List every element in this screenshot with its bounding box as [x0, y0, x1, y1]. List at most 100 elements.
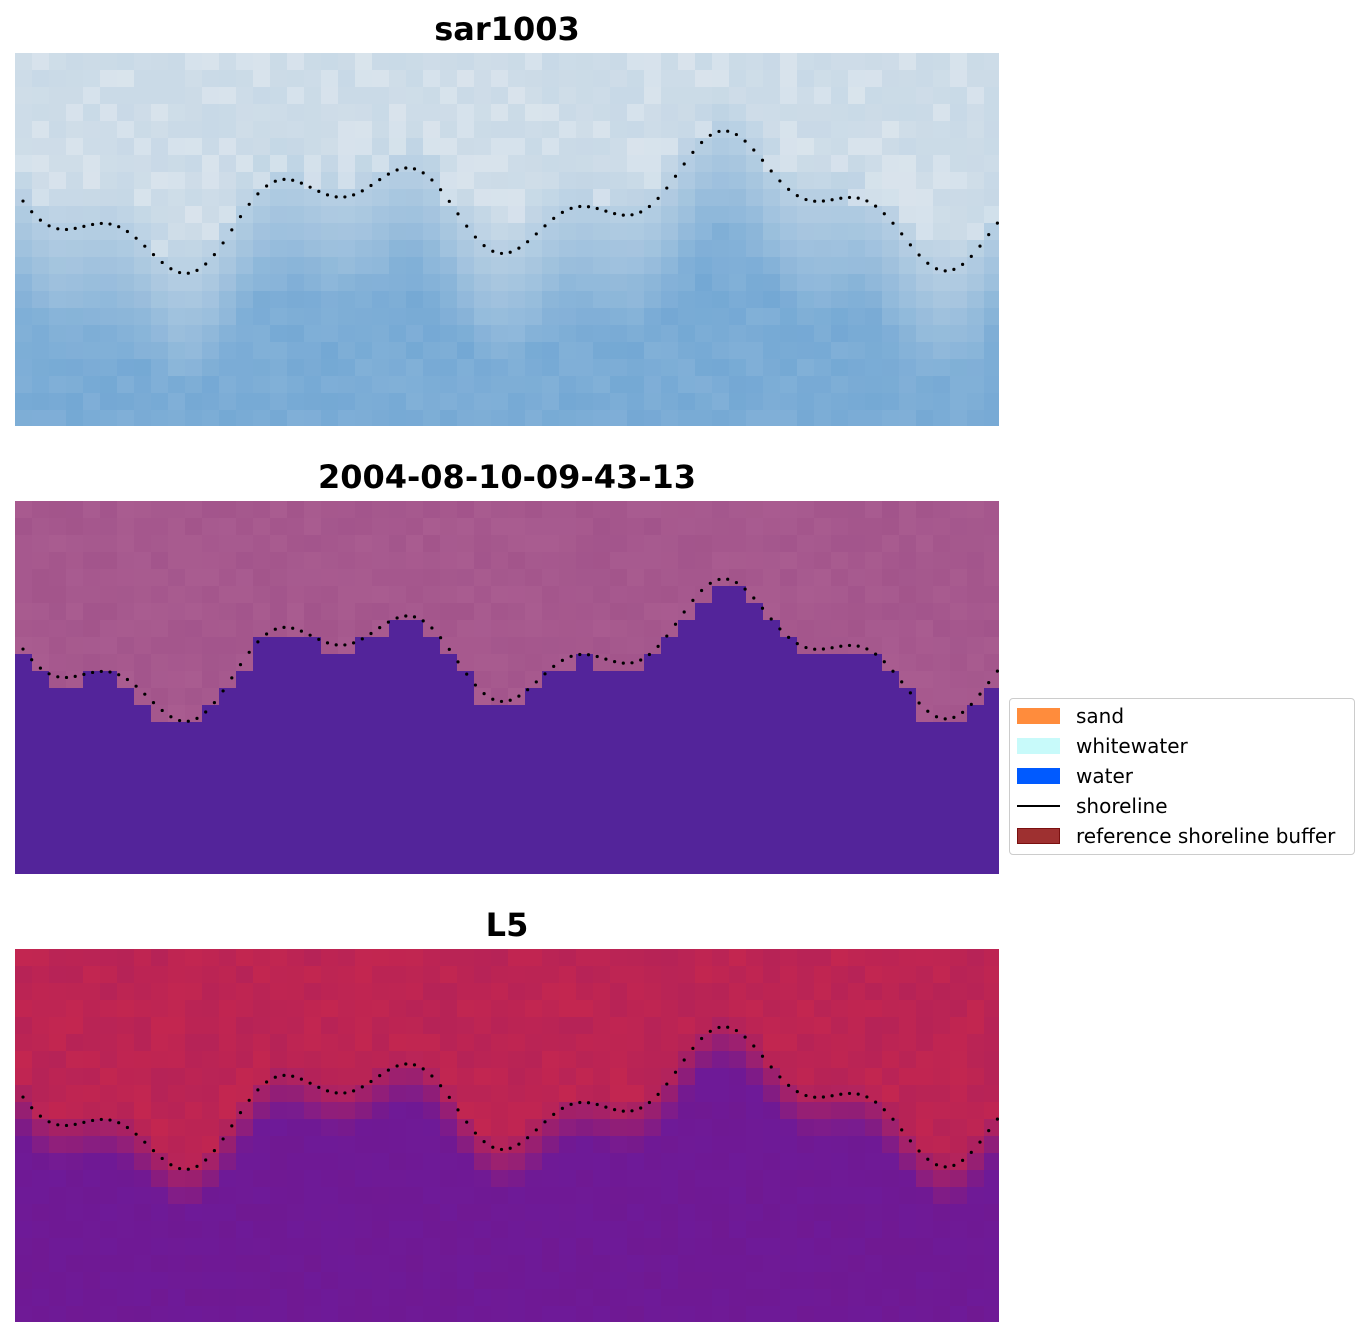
pixel-cell	[474, 807, 492, 825]
pixel-cell	[848, 138, 866, 156]
pixel-cell	[882, 1017, 900, 1035]
pixel-cell	[83, 552, 101, 570]
shoreline-point	[430, 1074, 434, 1078]
pixel-cell	[984, 393, 999, 411]
pixel-cell	[848, 104, 866, 122]
pixel-cell	[899, 240, 917, 258]
shoreline-point	[343, 195, 347, 199]
pixel-cell	[134, 1034, 152, 1052]
pixel-cell	[117, 756, 135, 774]
pixel-cell	[780, 342, 798, 360]
pixel-cell	[610, 1136, 628, 1154]
pixel-cell	[406, 1136, 424, 1154]
pixel-cell	[933, 739, 951, 757]
pixel-cell	[576, 586, 594, 604]
pixel-cell	[321, 376, 339, 394]
pixel-cell	[559, 501, 577, 519]
pixel-cell	[338, 569, 356, 587]
pixel-cell	[49, 1272, 67, 1290]
pixel-cell	[559, 1136, 577, 1154]
pixel-cell	[831, 1017, 849, 1035]
shoreline-point	[291, 1074, 295, 1078]
shoreline-point	[317, 189, 321, 193]
pixel-cell	[100, 1255, 118, 1273]
pixel-cell	[355, 1272, 373, 1290]
pixel-cell	[287, 257, 305, 275]
pixel-cell	[151, 155, 169, 173]
pixel-cell	[542, 1306, 560, 1322]
pixel-cell	[525, 705, 543, 723]
pixel-cell	[151, 206, 169, 224]
pixel-cell	[83, 376, 101, 394]
pixel-cell	[338, 637, 356, 655]
shoreline-point	[230, 676, 234, 680]
pixel-cell	[168, 376, 186, 394]
pixel-cell	[542, 257, 560, 275]
pixel-cell	[304, 773, 322, 791]
pixel-cell	[746, 535, 764, 553]
pixel-cell	[661, 966, 679, 984]
pixel-cell	[134, 654, 152, 672]
pixel-cell	[151, 1119, 169, 1137]
pixel-cell	[134, 1255, 152, 1273]
pixel-cell	[66, 70, 84, 88]
pixel-cell	[831, 620, 849, 638]
shoreline-point	[212, 253, 216, 257]
pixel-cell	[848, 790, 866, 808]
shoreline-point	[465, 224, 469, 228]
pixel-cell	[253, 654, 271, 672]
pixel-cell	[32, 1306, 50, 1322]
pixel-cell	[967, 858, 985, 874]
pixel-cell	[389, 637, 407, 655]
pixel-cell	[916, 325, 934, 343]
pixel-cell	[457, 824, 475, 842]
pixel-cell	[372, 688, 390, 706]
pixel-cell	[185, 1000, 203, 1018]
pixel-cell	[780, 1136, 798, 1154]
pixel-cell	[729, 342, 747, 360]
pixel-cell	[695, 790, 713, 808]
pixel-cell	[865, 1289, 883, 1307]
pixel-cell	[457, 274, 475, 292]
pixel-cell	[899, 1170, 917, 1188]
pixel-cell	[916, 966, 934, 984]
pixel-cell	[236, 722, 254, 740]
pixel-cell	[695, 637, 713, 655]
pixel-cell	[423, 410, 441, 426]
pixel-cell	[270, 1221, 288, 1239]
pixel-cell	[117, 671, 135, 689]
pixel-cell	[967, 535, 985, 553]
pixel-cell	[304, 518, 322, 536]
pixel-cell	[763, 603, 781, 621]
pixel-cell	[457, 223, 475, 241]
pixel-cell	[933, 1238, 951, 1256]
pixel-cell	[542, 756, 560, 774]
pixel-cell	[950, 223, 968, 241]
pixel-cell	[287, 688, 305, 706]
pixel-cell	[814, 722, 832, 740]
pixel-cell	[151, 637, 169, 655]
shoreline-point	[569, 206, 573, 210]
pixel-cell	[151, 1272, 169, 1290]
pixel-cell	[576, 376, 594, 394]
pixel-cell	[491, 121, 509, 139]
pixel-cell	[474, 1068, 492, 1086]
pixel-cell	[372, 1051, 390, 1069]
pixel-cell	[151, 308, 169, 326]
pixel-cell	[644, 603, 662, 621]
pixel-cell	[338, 1153, 356, 1171]
pixel-cell	[202, 308, 220, 326]
pixel-cell	[950, 688, 968, 706]
pixel-cell	[610, 586, 628, 604]
pixel-cell	[882, 1238, 900, 1256]
pixel-cell	[644, 325, 662, 343]
pixel-cell	[831, 121, 849, 139]
pixel-cell	[814, 393, 832, 411]
pixel-cell	[508, 1085, 526, 1103]
pixel-cell	[661, 274, 679, 292]
pixel-cell	[712, 1170, 730, 1188]
pixel-cell	[457, 739, 475, 757]
pixel-cell	[644, 1221, 662, 1239]
pixel-cell	[423, 138, 441, 156]
shoreline-point	[178, 1166, 182, 1171]
